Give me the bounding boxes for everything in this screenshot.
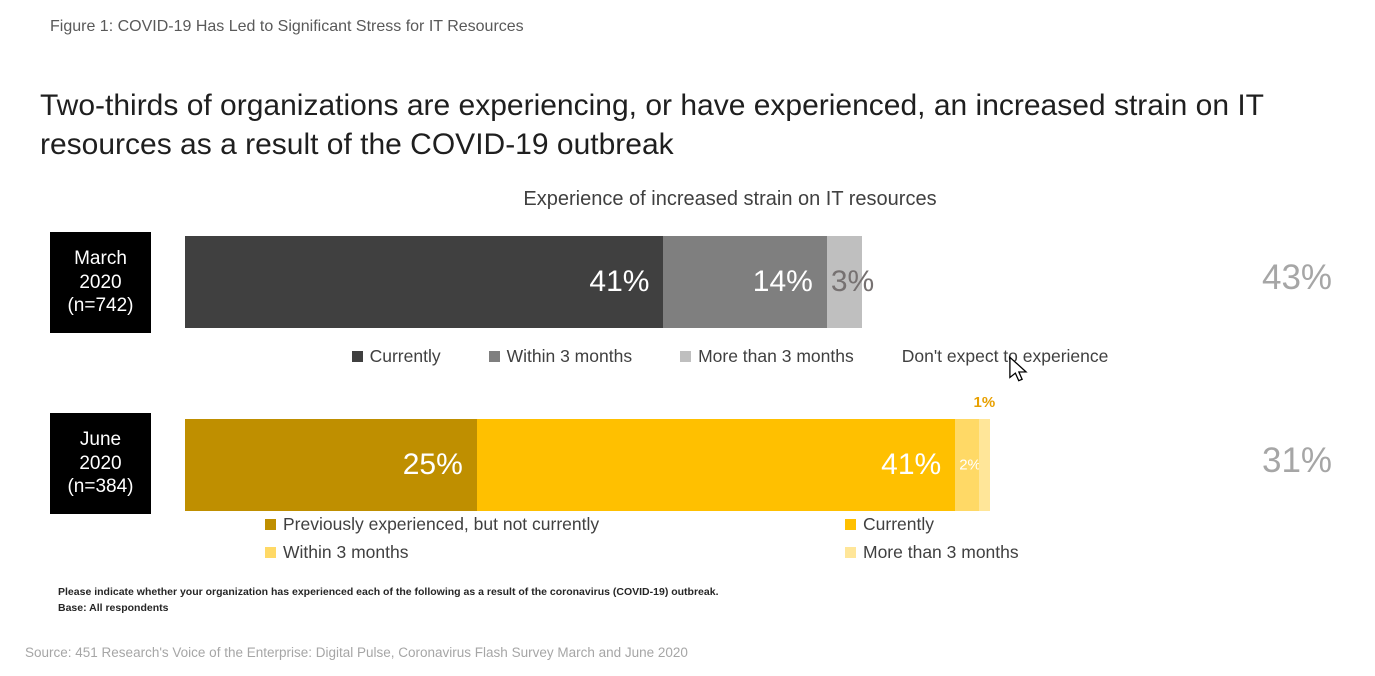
- bar-segment-label-june-2020-more-than-3-months: 1%: [973, 394, 996, 411]
- legend-label: Within 3 months: [506, 346, 633, 366]
- no-experience-value-march: 43%: [1262, 258, 1333, 297]
- bar-segment-march-2020-more-than-3-months: 3%: [826, 236, 874, 328]
- legend-label: Don't expect to experience: [901, 346, 1109, 366]
- legend-swatch: [488, 351, 500, 362]
- bar-segment-june-2020-currently: 41%: [476, 419, 956, 511]
- row-label-line: 2020: [79, 271, 122, 293]
- footnote-line: Base: All respondents: [58, 602, 169, 615]
- bar-segment-june-2020-within-3-months: 2%: [955, 419, 981, 511]
- legend-label: Currently: [369, 346, 441, 366]
- legend-swatch: [265, 547, 276, 558]
- bar-segment-label-june-2020-currently: 41%: [881, 448, 942, 481]
- legend-item: More than 3 months: [680, 346, 854, 367]
- bar-segment-label-march-2020-within-3-months: 14%: [752, 265, 813, 298]
- legend-march-2020: Currently Within 3 months More than 3 mont…: [185, 346, 1275, 367]
- row-label-line: March: [74, 247, 127, 269]
- bar-track-march-2020: 41% 14% 3%: [185, 236, 874, 328]
- bar-segment-march-2020-within-3-months: 14%: [663, 236, 827, 328]
- row-label-march-2020: March 2020 (n=742): [50, 232, 151, 333]
- row-label-line: 2020: [79, 452, 122, 474]
- chart-title: Experience of increased strain on IT res…: [523, 188, 937, 210]
- legend-label: Within 3 months: [283, 542, 409, 562]
- legend-item: Currently: [351, 346, 441, 367]
- survey-question-footnote: Please indicate whether your organizatio…: [58, 584, 719, 617]
- bar-segment-label-june-2020-within-3-months: 2%: [959, 456, 981, 474]
- legend-swatch: [351, 351, 363, 362]
- bar-segment-label-march-2020-more-than-3-months: 3%: [830, 265, 875, 298]
- figure-caption: Figure 1: COVID-19 Has Led to Significan…: [50, 18, 524, 35]
- bar-segment-june-2020-previously-experienced: 25%: [185, 419, 477, 511]
- legend-item: Within 3 months: [265, 542, 845, 563]
- no-experience-value-june: 31%: [1262, 441, 1333, 480]
- legend-swatch: [265, 519, 276, 530]
- legend-swatch: [680, 351, 692, 362]
- legend-item: Don't expect to experience: [902, 346, 1109, 367]
- legend-swatch: [845, 519, 856, 530]
- mouse-cursor-icon: [1009, 356, 1028, 382]
- source-attribution: Source: 451 Research's Voice of the Ente…: [25, 645, 688, 660]
- legend-item: Previously experienced, but not currentl…: [265, 514, 845, 535]
- legend-item: Currently: [845, 514, 1019, 535]
- bar-segment-label-june-2020-previously-experienced: 25%: [402, 448, 463, 481]
- row-label-line: (n=384): [67, 476, 134, 498]
- legend-item: More than 3 months: [845, 542, 1019, 563]
- legend-label: Currently: [863, 514, 934, 534]
- row-label-june-2020: June 2020 (n=384): [50, 413, 151, 514]
- footnote-line: Please indicate whether your organizatio…: [58, 586, 719, 598]
- chart-headline: Two-thirds of organizations are experien…: [40, 89, 1264, 161]
- legend-label: More than 3 months: [863, 542, 1019, 562]
- bar-segment-label-march-2020-currently: 41%: [589, 265, 650, 298]
- row-label-line: (n=742): [67, 295, 134, 317]
- legend-swatch: [845, 547, 856, 558]
- bar-segment-june-2020-more-than-3-months: 1%: [974, 394, 995, 511]
- row-label-line: June: [79, 428, 122, 450]
- bar-track-june-2020: 25% 41% 2% 1%: [185, 394, 995, 511]
- legend-june-2020: Previously experienced, but not currentl…: [265, 514, 1019, 563]
- legend-label: Previously experienced, but not currentl…: [283, 514, 600, 534]
- bar-segment-march-2020-currently: 41%: [185, 236, 664, 328]
- legend-label: More than 3 months: [698, 346, 854, 366]
- legend-item: Within 3 months: [488, 346, 633, 367]
